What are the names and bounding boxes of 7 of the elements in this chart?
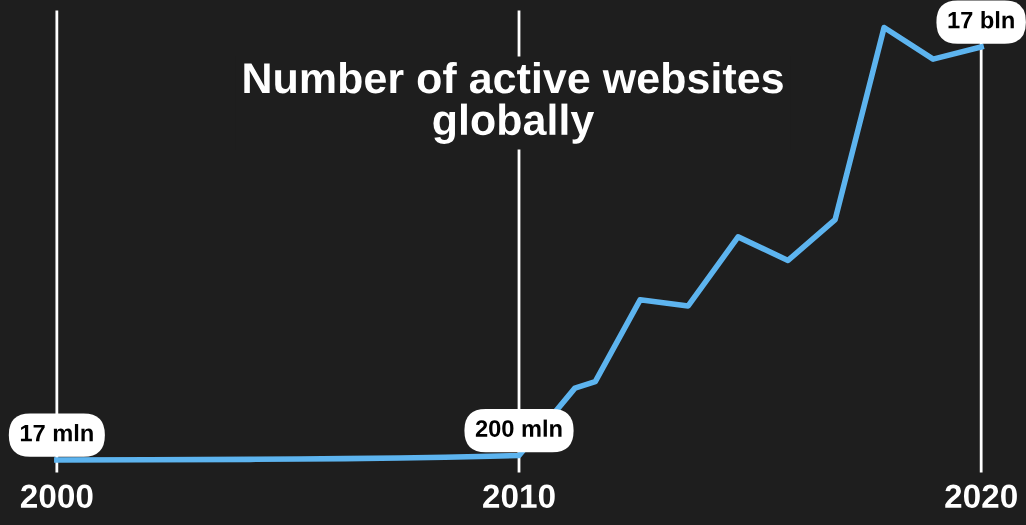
x-tick-label: 2000 (20, 484, 93, 509)
data-label: 200 mln (475, 419, 562, 437)
data-label: 17 mln (20, 424, 93, 442)
text: Number of active websites globally (244, 61, 783, 144)
x-tick-label: 2010 (483, 484, 555, 509)
annotation: 17 bln (948, 11, 1014, 29)
x-tick-label: 2020 (945, 484, 1017, 509)
